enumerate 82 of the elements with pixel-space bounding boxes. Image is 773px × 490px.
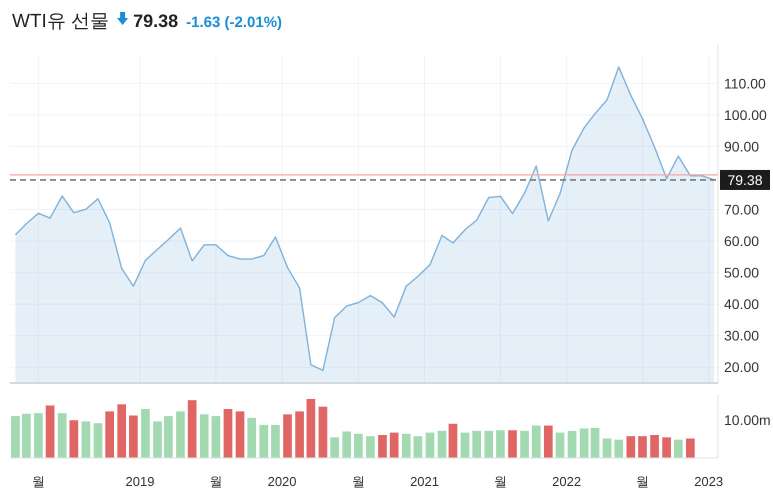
bar: [580, 428, 588, 458]
bar: [378, 434, 387, 458]
bar: [129, 416, 138, 458]
bar: [22, 414, 31, 458]
bar: [460, 432, 470, 458]
bar: [11, 416, 20, 458]
bar: [626, 436, 636, 458]
bar: [271, 424, 280, 458]
bar: [117, 404, 126, 458]
y-tick-label: 50.00: [724, 264, 760, 281]
y-tick-label: 70.00: [724, 202, 760, 218]
bar: [390, 432, 399, 458]
bar: [354, 434, 363, 458]
bar: [650, 434, 659, 458]
bar: [590, 428, 600, 458]
chart-title: WTI유 선물: [12, 11, 110, 32]
x-tick-label: 월: [209, 474, 222, 489]
bar: [686, 438, 695, 458]
y-tick-label: 30.00: [724, 328, 760, 344]
bar: [330, 437, 339, 458]
bar: [342, 431, 352, 458]
bar: [638, 436, 647, 458]
bar: [94, 423, 102, 458]
y-tick-label: 100.00: [724, 106, 768, 123]
bar: [568, 430, 576, 458]
bar: [614, 440, 624, 458]
ref-line-label: 79.38: [727, 172, 763, 188]
text: 10.00m: [724, 412, 771, 428]
y-tick-label: 40.00: [724, 296, 760, 312]
bar: [674, 440, 683, 458]
bar: [544, 426, 553, 458]
x-tick-label: 2023: [694, 474, 724, 489]
bar: [508, 430, 517, 458]
bar: [34, 413, 43, 458]
x-tick-label: 2019: [126, 474, 154, 489]
bar: [366, 436, 375, 458]
bar: [484, 430, 494, 458]
bar: [602, 438, 612, 458]
bar: [200, 414, 209, 458]
x-tick-label: 월: [32, 474, 45, 489]
bar: [212, 416, 220, 458]
bar: [532, 426, 541, 458]
text: -1.63 (-2.01%): [186, 14, 282, 31]
bar: [402, 434, 411, 458]
bar: [176, 411, 185, 458]
bar: [153, 421, 162, 458]
text: 79.38: [133, 11, 178, 31]
x-tick-label: 월: [636, 474, 649, 489]
x-tick-label: 2022: [552, 474, 582, 489]
bar: [224, 409, 232, 458]
y-tick-label: 20.00: [724, 359, 760, 376]
x-tick-label: 월: [352, 474, 365, 489]
bar: [105, 411, 114, 458]
bar: [82, 421, 90, 458]
bar: [306, 399, 316, 458]
x-tick-label: 2021: [410, 474, 439, 489]
bar: [58, 413, 66, 458]
bar: [236, 411, 244, 458]
bar: [472, 430, 482, 458]
bar: [141, 409, 150, 458]
bar: [259, 424, 268, 458]
bar: [46, 405, 54, 458]
bar: [247, 418, 256, 458]
y-tick-label: 110.00: [724, 75, 766, 92]
bar: [438, 430, 446, 458]
bar: [318, 406, 328, 458]
bar: [295, 411, 304, 458]
bar: [69, 420, 78, 458]
y-tick-label: 60.00: [724, 233, 760, 250]
bar: [283, 414, 292, 458]
bar: [426, 432, 434, 458]
bar: [520, 430, 529, 458]
bar: [448, 424, 458, 458]
x-tick-label: 2020: [268, 474, 297, 489]
bar: [164, 416, 173, 458]
bar: [414, 436, 422, 458]
x-tick-label: 월: [494, 474, 507, 489]
y-tick-label: 90.00: [724, 138, 760, 154]
bar: [496, 430, 505, 458]
bar: [188, 400, 196, 458]
bar: [662, 437, 671, 458]
bar: [556, 432, 564, 458]
